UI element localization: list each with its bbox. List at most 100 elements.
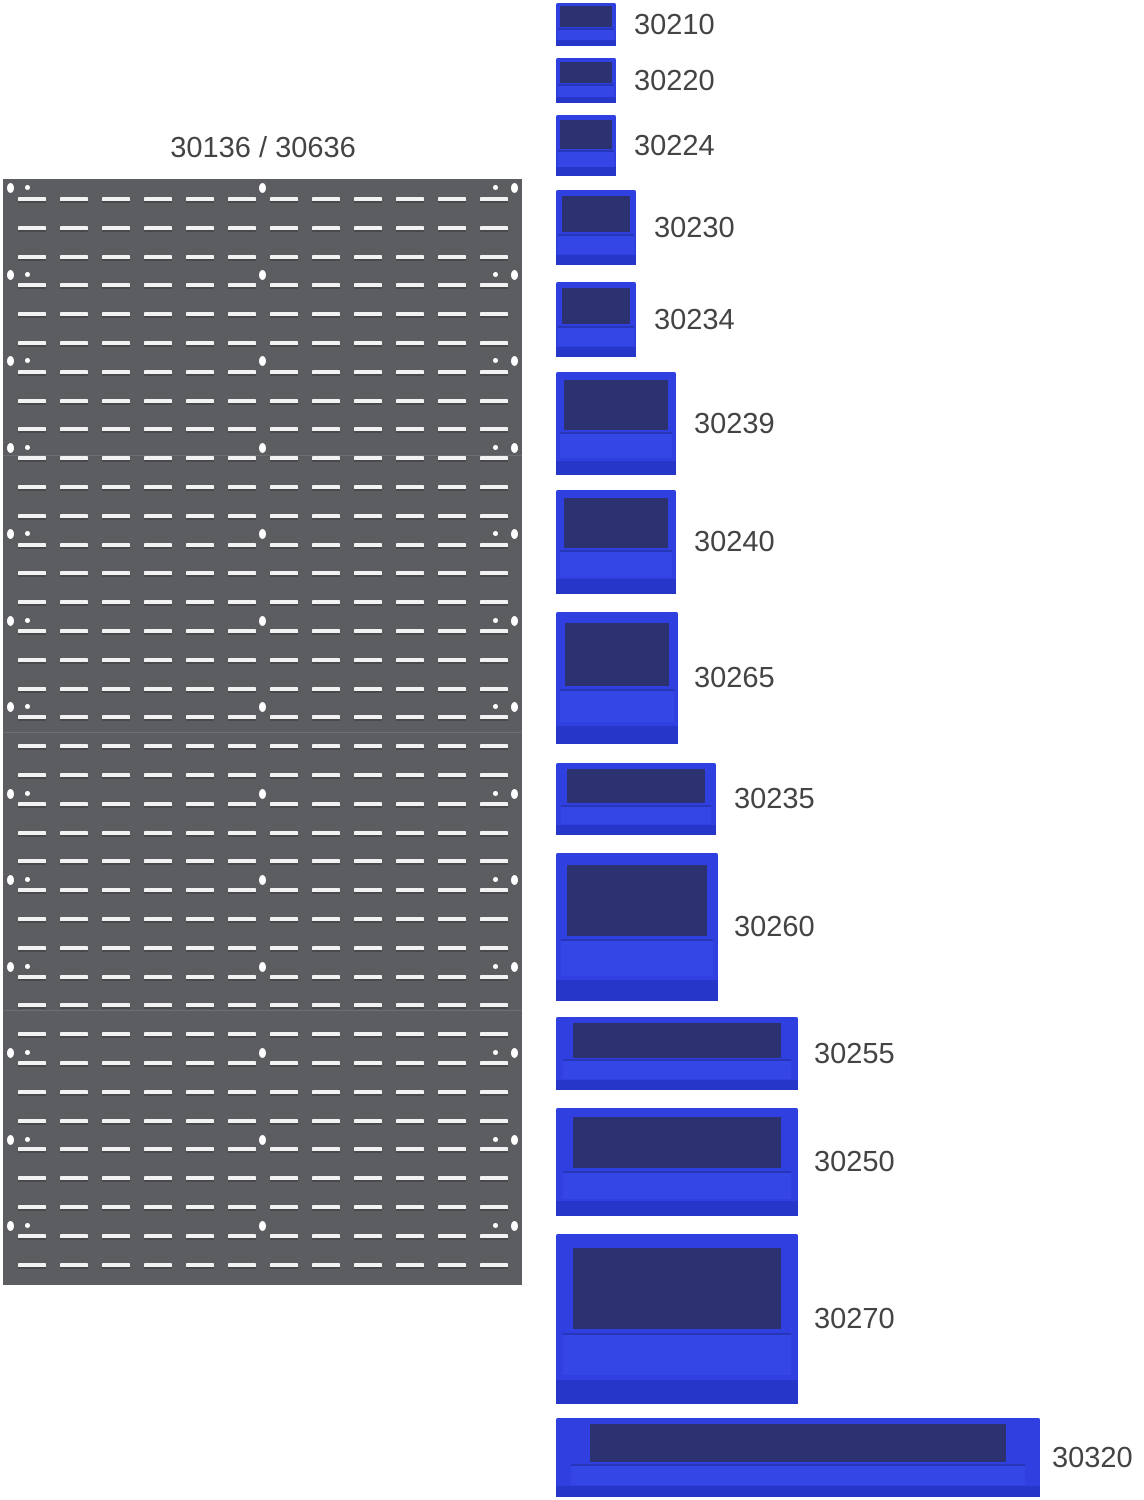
panel-louver: [480, 859, 508, 866]
panel-louver: [144, 1233, 172, 1240]
panel-louver: [270, 1205, 298, 1211]
panel-louver: [102, 1003, 130, 1010]
panel-louver: [354, 225, 382, 232]
panel-louver: [396, 629, 424, 635]
panel-louver: [396, 600, 424, 607]
mounting-hole: [493, 1050, 498, 1055]
panel-louver: [18, 1262, 46, 1269]
panel-louver: [312, 859, 340, 866]
panel-louver: [480, 744, 508, 751]
panel-louver: [228, 485, 256, 491]
panel-louver: [18, 513, 46, 520]
panel-louver: [228, 312, 256, 319]
panel-louver: [60, 744, 88, 751]
panel-louver: [228, 456, 256, 463]
panel-louver: [396, 830, 424, 837]
mounting-hole: [259, 529, 266, 539]
panel-louver: [438, 686, 466, 693]
storage-bin: [556, 490, 676, 594]
panel-louver: [228, 1147, 256, 1154]
panel-louver: [228, 427, 256, 434]
panel-louver: [312, 456, 340, 463]
storage-bin: [556, 1108, 798, 1216]
panel-louver: [480, 456, 508, 463]
panel-seam: [3, 455, 522, 456]
panel-louver: [102, 629, 130, 635]
panel-louver: [354, 1003, 382, 1010]
panel-louver: [480, 1176, 508, 1183]
panel-louver: [60, 1262, 88, 1269]
panel-louver: [480, 801, 508, 808]
panel-louver: [354, 974, 382, 981]
storage-bin: [556, 282, 636, 357]
panel-louver: [144, 254, 172, 261]
panel-louver: [438, 513, 466, 520]
panel-louver: [270, 513, 298, 520]
panel-louver: [354, 456, 382, 463]
panel-louver: [144, 773, 172, 779]
mounting-hole: [511, 875, 518, 885]
panel-louver: [438, 485, 466, 491]
panel-louver: [144, 1176, 172, 1183]
panel-louver: [144, 629, 172, 635]
panel-louver: [480, 341, 508, 347]
panel-louver: [396, 197, 424, 203]
panel-louver: [144, 398, 172, 405]
panel-louver: [18, 312, 46, 319]
bin-model-label: 30235: [734, 783, 815, 815]
panel-louver: [102, 945, 130, 952]
panel-louver: [438, 1233, 466, 1240]
panel-louver: [480, 1061, 508, 1067]
panel-louver: [228, 629, 256, 635]
panel-louver: [18, 715, 46, 722]
storage-bin: [556, 763, 716, 835]
panel-louver: [228, 1032, 256, 1039]
panel-louver: [228, 341, 256, 347]
panel-louver: [228, 945, 256, 952]
louvered-panel: [3, 179, 522, 1285]
panel-louver: [144, 917, 172, 923]
panel-louver: [144, 715, 172, 722]
panel-louver: [438, 744, 466, 751]
panel-louver: [270, 542, 298, 549]
mounting-hole: [25, 877, 30, 882]
mounting-hole: [259, 615, 266, 626]
mounting-hole: [511, 702, 518, 712]
panel-louver: [102, 1089, 130, 1096]
panel-louver: [270, 629, 298, 635]
panel-louver: [228, 1233, 256, 1240]
panel-louver: [186, 398, 214, 405]
panel-louver: [396, 542, 424, 549]
mounting-hole: [511, 1048, 518, 1058]
mounting-hole: [7, 875, 14, 885]
panel-louver: [396, 1061, 424, 1067]
panel-louver: [438, 1089, 466, 1096]
panel-louver: [186, 1032, 214, 1039]
storage-bin: [556, 612, 678, 744]
panel-louver: [438, 225, 466, 232]
panel-louver: [102, 657, 130, 664]
panel-louver: [186, 1089, 214, 1096]
panel-louver: [144, 1118, 172, 1125]
panel-louver: [312, 197, 340, 203]
panel-louver: [18, 341, 46, 347]
panel-louver: [480, 1262, 508, 1269]
panel-louver: [228, 830, 256, 837]
panel-louver: [270, 1233, 298, 1240]
panel-louver: [480, 830, 508, 837]
panel-louver: [102, 312, 130, 319]
panel-louver: [144, 801, 172, 808]
panel-louver: [102, 715, 130, 722]
panel-louver: [186, 427, 214, 434]
panel-louver: [102, 225, 130, 232]
panel-louver: [270, 485, 298, 491]
panel-louver: [270, 398, 298, 405]
panel-louver: [102, 859, 130, 866]
panel-louver: [438, 600, 466, 607]
mounting-hole: [493, 1136, 498, 1142]
panel-louver: [270, 715, 298, 722]
panel-louver: [438, 398, 466, 405]
panel-louver: [312, 369, 340, 376]
panel-louver: [312, 744, 340, 751]
mounting-hole: [25, 790, 30, 796]
